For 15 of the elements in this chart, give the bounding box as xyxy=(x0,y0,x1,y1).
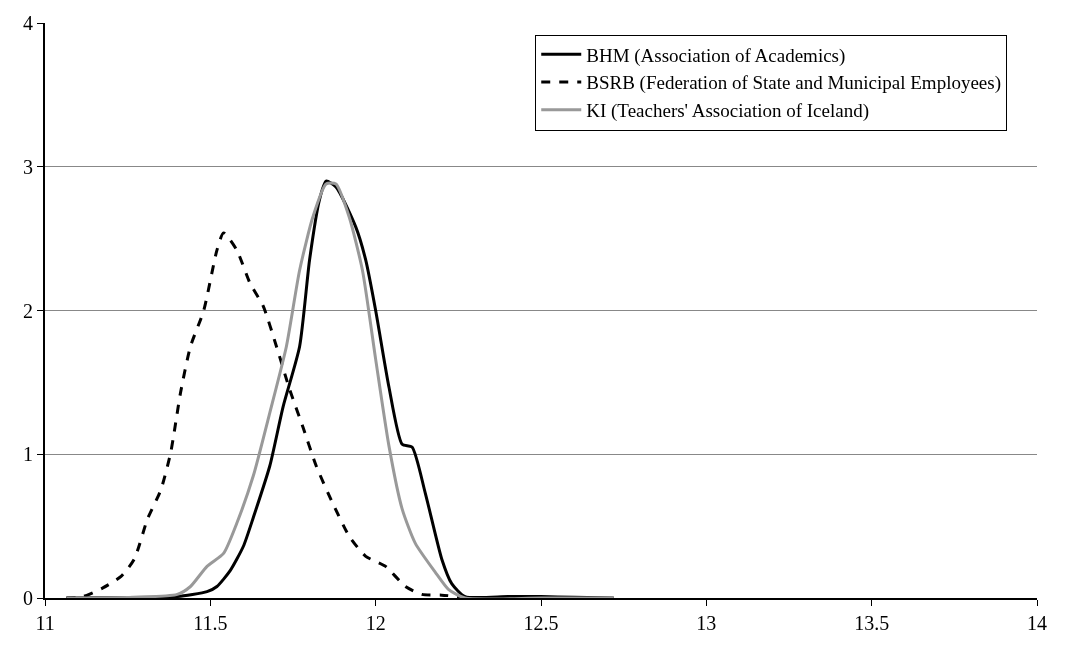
y-tick-label: 4 xyxy=(23,12,33,34)
x-tick-label: 14 xyxy=(1027,612,1047,634)
legend-label: BHM (Association of Academics) xyxy=(586,44,846,67)
x-tick-label: 13 xyxy=(696,612,717,634)
y-tick-label: 3 xyxy=(23,155,33,178)
legend-label: BSRB (Federation of State and Municipal Employees) xyxy=(586,72,1002,95)
y-tick-label: 0 xyxy=(23,587,33,609)
y-tick-label: 1 xyxy=(23,443,33,466)
x-tick-label: 11.5 xyxy=(193,612,228,634)
x-tick-label: 11 xyxy=(35,612,55,634)
y-tick-label: 2 xyxy=(23,299,33,322)
x-tick-label: 12.5 xyxy=(523,612,559,634)
legend-label: KI (Teachers' Association of Iceland) xyxy=(586,100,870,123)
x-tick-label: 12 xyxy=(365,612,386,634)
x-tick-label: 13.5 xyxy=(854,612,890,634)
